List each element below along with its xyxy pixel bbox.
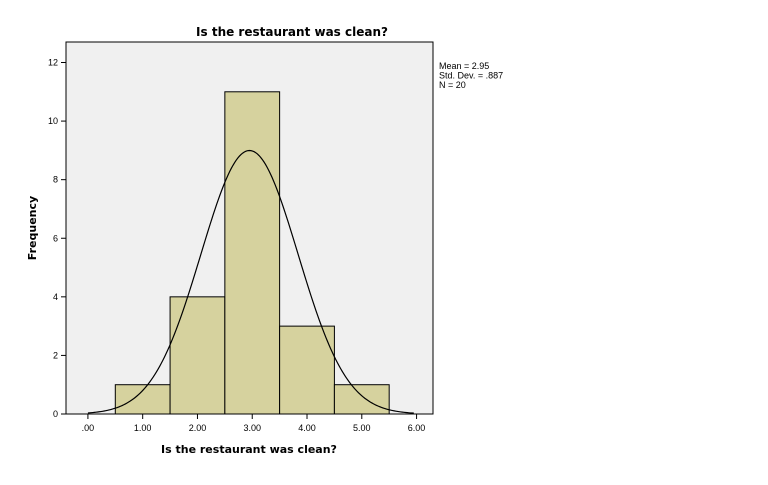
y-axis-label: Frequency bbox=[26, 196, 39, 260]
x-tick-label: 6.00 bbox=[408, 423, 426, 433]
histogram-bar-4 bbox=[333, 384, 390, 415]
stats-line-2: N = 20 bbox=[439, 80, 466, 90]
stats-line-1: Std. Dev. = .887 bbox=[439, 71, 503, 81]
y-tick-label: 12 bbox=[48, 58, 58, 68]
x-tick-label: 5.00 bbox=[353, 423, 371, 433]
y-tick-label: 10 bbox=[48, 116, 58, 126]
y-axis: 0 2 4 6 8 10 12 bbox=[48, 58, 66, 419]
x-tick-label: .00 bbox=[82, 423, 95, 433]
x-tick-label: 3.00 bbox=[243, 423, 261, 433]
x-axis: .00 1.00 2.00 3.00 4.00 5.00 6.00 bbox=[82, 414, 426, 433]
bars-group bbox=[114, 91, 390, 415]
stats-line-0: Mean = 2.95 bbox=[439, 61, 489, 71]
y-tick-label: 2 bbox=[53, 350, 58, 360]
chart-title: Is the restaurant was clean? bbox=[196, 25, 388, 39]
x-tick-label: 4.00 bbox=[298, 423, 316, 433]
x-tick-label: 1.00 bbox=[134, 423, 152, 433]
histogram-bar-1 bbox=[169, 296, 226, 415]
x-axis-label: Is the restaurant was clean? bbox=[161, 443, 337, 456]
y-tick-label: 0 bbox=[53, 409, 58, 419]
y-tick-label: 8 bbox=[53, 175, 58, 185]
x-tick-label: 2.00 bbox=[189, 423, 207, 433]
histogram-bar-0 bbox=[114, 384, 171, 415]
histogram-bar-2 bbox=[224, 91, 281, 415]
normal-curve bbox=[87, 149, 414, 414]
y-tick-label: 4 bbox=[53, 292, 58, 302]
y-tick-label: 6 bbox=[53, 233, 58, 243]
